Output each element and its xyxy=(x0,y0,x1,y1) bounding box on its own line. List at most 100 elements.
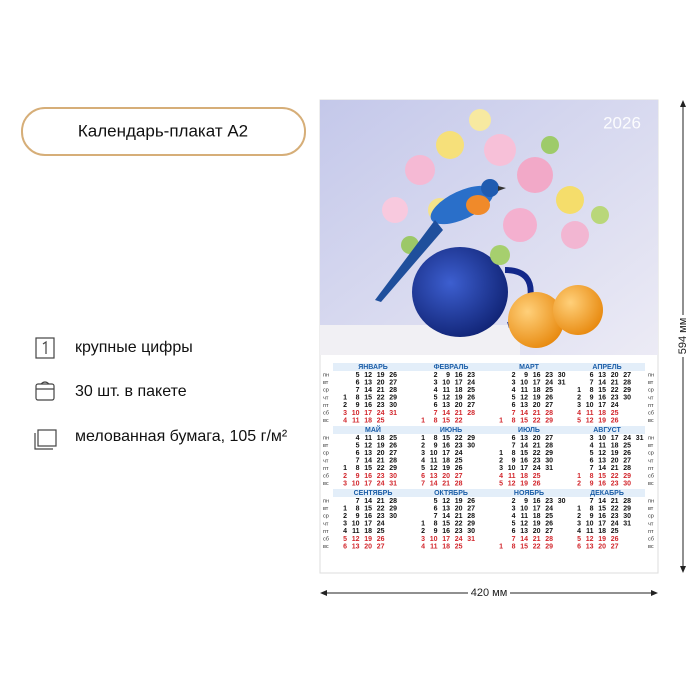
day: 17 xyxy=(533,379,541,386)
day: 17 xyxy=(455,379,463,386)
day: 20 xyxy=(611,458,619,465)
month-name: НОЯБРЬ xyxy=(514,490,544,497)
day: 8 xyxy=(356,505,360,512)
day: 2 xyxy=(421,528,425,535)
day: 2 xyxy=(577,395,581,402)
day: 20 xyxy=(364,543,372,550)
day: 24 xyxy=(377,410,385,417)
day: 21 xyxy=(377,458,385,465)
day: 18 xyxy=(533,387,541,394)
day: 18 xyxy=(533,513,541,520)
weekday: пн xyxy=(648,372,654,378)
day: 23 xyxy=(611,480,619,487)
day: 10 xyxy=(520,379,528,386)
day: 30 xyxy=(623,480,631,487)
weekday: ср xyxy=(323,514,329,520)
day: 30 xyxy=(467,442,475,449)
weekday: ср xyxy=(648,451,654,457)
weekday: вс xyxy=(323,544,329,550)
feature: мелованная бумага, 105 г/м² xyxy=(75,428,288,445)
day: 2 xyxy=(577,480,581,487)
day: 11 xyxy=(599,442,607,449)
day: 27 xyxy=(545,528,553,535)
day: 14 xyxy=(598,379,606,386)
day: 30 xyxy=(389,473,397,480)
day: 4 xyxy=(343,528,347,535)
day: 25 xyxy=(623,442,631,449)
day: 16 xyxy=(442,528,450,535)
day: 12 xyxy=(508,480,516,487)
day: 10 xyxy=(586,521,594,528)
day: 8 xyxy=(356,465,360,472)
day: 4 xyxy=(343,417,347,424)
day: 5 xyxy=(590,450,594,457)
day: 28 xyxy=(545,536,553,543)
day: 19 xyxy=(455,498,463,505)
weekday: вт xyxy=(323,380,329,386)
day: 15 xyxy=(598,473,606,480)
day: 8 xyxy=(590,505,594,512)
day: 22 xyxy=(611,387,619,394)
day: 19 xyxy=(611,450,619,457)
title-pill xyxy=(21,107,306,156)
day: 15 xyxy=(364,465,372,472)
day: 7 xyxy=(512,536,516,543)
day: 18 xyxy=(598,410,606,417)
poster-year: 2026 xyxy=(603,113,641,132)
day: 17 xyxy=(442,450,450,457)
day: 18 xyxy=(455,387,463,394)
day: 23 xyxy=(545,498,553,505)
day: 21 xyxy=(611,498,619,505)
weekday: пт xyxy=(323,466,329,472)
day: 18 xyxy=(598,528,606,535)
day: 26 xyxy=(623,450,631,457)
day: 31 xyxy=(389,480,397,487)
day: 17 xyxy=(598,402,606,409)
day: 4 xyxy=(499,473,503,480)
day: 21 xyxy=(533,536,541,543)
day: 21 xyxy=(455,410,463,417)
weekday: вс xyxy=(648,418,654,424)
day: 29 xyxy=(623,473,631,480)
day: 26 xyxy=(545,521,553,528)
day: 29 xyxy=(545,417,553,424)
day: 27 xyxy=(467,402,475,409)
day: 13 xyxy=(520,528,528,535)
day: 22 xyxy=(533,543,541,550)
day: 10 xyxy=(520,505,528,512)
day: 20 xyxy=(455,505,463,512)
day: 23 xyxy=(455,442,463,449)
day: 30 xyxy=(389,402,397,409)
day: 25 xyxy=(533,473,541,480)
day: 3 xyxy=(343,480,347,487)
day: 20 xyxy=(533,402,541,409)
day: 23 xyxy=(611,395,619,402)
weekday: пт xyxy=(648,529,654,535)
day: 16 xyxy=(455,372,463,379)
day: 3 xyxy=(499,465,503,472)
day: 22 xyxy=(611,505,619,512)
day: 15 xyxy=(442,435,450,442)
day: 16 xyxy=(533,498,541,505)
day: 27 xyxy=(389,450,397,457)
day: 2 xyxy=(343,402,347,409)
day: 21 xyxy=(377,498,385,505)
day: 16 xyxy=(520,458,528,465)
day: 31 xyxy=(545,465,553,472)
weekday: вт xyxy=(648,506,654,512)
day: 27 xyxy=(623,372,631,379)
day: 1 xyxy=(499,417,503,424)
title: Календарь-плакат А2 xyxy=(78,121,248,140)
day: 13 xyxy=(364,450,372,457)
month-name: ИЮЛЬ xyxy=(518,427,540,434)
day: 22 xyxy=(455,417,463,424)
day: 4 xyxy=(577,410,581,417)
day: 29 xyxy=(623,505,631,512)
day: 11 xyxy=(586,410,594,417)
month-name: ИЮНЬ xyxy=(440,427,462,434)
day: 29 xyxy=(545,543,553,550)
day: 28 xyxy=(455,480,463,487)
day: 27 xyxy=(545,435,553,442)
day: 7 xyxy=(421,480,425,487)
